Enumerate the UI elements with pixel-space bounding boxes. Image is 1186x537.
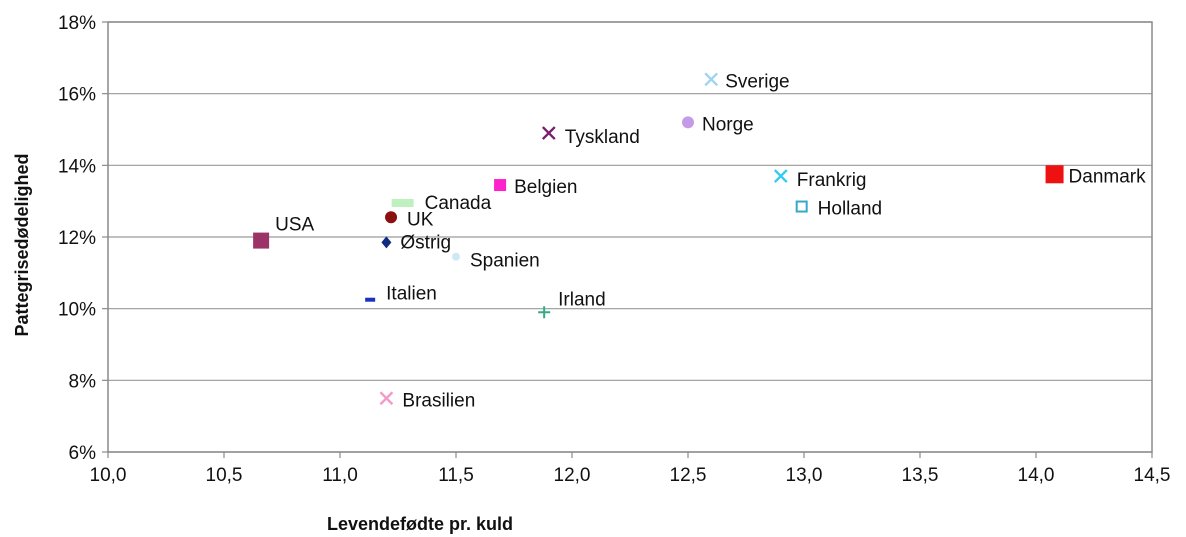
data-point: UK bbox=[385, 209, 434, 230]
point-marker bbox=[541, 126, 556, 140]
data-point: Holland bbox=[795, 199, 882, 220]
point-marker bbox=[365, 297, 376, 302]
y-tick-label: 14% bbox=[58, 156, 96, 177]
data-point: Sverige bbox=[704, 71, 790, 92]
y-axis-ticks: 6% 8% 10% 12% 14% 16% 18% bbox=[58, 13, 108, 464]
point-marker bbox=[1045, 165, 1064, 184]
point-marker bbox=[682, 116, 694, 129]
data-point: Tyskland bbox=[541, 126, 640, 148]
x-axis-ticks: 10,0 10,5 11,0 11,5 12,0 12,5 13,0 13,5 14,0 14,5 bbox=[90, 452, 1171, 486]
y-axis-title: Pattegrisedødelighed bbox=[12, 153, 32, 336]
point-marker bbox=[253, 232, 270, 249]
x-tick-label: 13,5 bbox=[902, 465, 939, 486]
point-label: Italien bbox=[386, 284, 437, 305]
x-tick-label: 12,0 bbox=[554, 465, 591, 486]
point-label: Belgien bbox=[514, 177, 577, 198]
data-point: Norge bbox=[682, 114, 754, 135]
data-point: Canada bbox=[391, 193, 492, 214]
point-marker bbox=[704, 72, 719, 87]
point-label: UK bbox=[407, 209, 434, 230]
data-point: Østrig bbox=[381, 232, 451, 253]
data-point: Brasilien bbox=[379, 390, 475, 411]
point-label: Spanien bbox=[470, 251, 540, 272]
data-point: USA bbox=[253, 215, 315, 249]
point-marker bbox=[773, 169, 788, 183]
point-marker bbox=[379, 391, 394, 406]
point-marker bbox=[385, 211, 398, 224]
x-tick-label: 13,0 bbox=[786, 465, 823, 486]
point-marker bbox=[538, 306, 551, 319]
point-marker bbox=[452, 252, 460, 261]
point-label: Tyskland bbox=[565, 127, 640, 148]
y-tick-label: 18% bbox=[58, 13, 96, 34]
x-tick-label: 10,0 bbox=[90, 465, 127, 486]
point-label: Frankrig bbox=[797, 170, 867, 191]
x-tick-label: 11,5 bbox=[438, 465, 474, 486]
point-label: Holland bbox=[818, 199, 882, 220]
point-marker bbox=[795, 200, 808, 213]
point-marker bbox=[381, 236, 392, 249]
y-tick-label: 12% bbox=[58, 228, 96, 249]
point-label: Sverige bbox=[725, 71, 789, 92]
point-marker bbox=[391, 198, 414, 207]
x-tick-label: 11,0 bbox=[322, 465, 358, 486]
y-tick-label: 8% bbox=[69, 371, 97, 392]
data-points: Sverige Norge Tyskland Frankrig Danmark Belgi… bbox=[253, 71, 1146, 411]
x-tick-label: 12,5 bbox=[670, 465, 707, 486]
x-tick-label: 14,5 bbox=[1134, 465, 1171, 486]
data-point: Frankrig bbox=[773, 169, 867, 191]
data-point: Belgien bbox=[494, 177, 577, 198]
point-label: Canada bbox=[425, 193, 492, 214]
data-point: Irland bbox=[538, 289, 606, 319]
data-point: Danmark bbox=[1045, 165, 1147, 187]
point-label: Norge bbox=[702, 114, 754, 135]
x-axis-title: Levendefødte pr. kuld bbox=[327, 514, 513, 534]
point-label: USA bbox=[275, 215, 314, 236]
y-tick-label: 16% bbox=[58, 85, 96, 106]
point-label: Danmark bbox=[1069, 166, 1147, 187]
x-tick-label: 14,0 bbox=[1018, 465, 1055, 486]
data-point: Spanien bbox=[452, 251, 540, 272]
point-marker bbox=[494, 179, 507, 192]
point-label: Brasilien bbox=[402, 390, 475, 411]
x-tick-label: 10,5 bbox=[206, 465, 243, 486]
point-label: Irland bbox=[558, 289, 606, 310]
point-label: Østrig bbox=[400, 232, 451, 253]
y-tick-label: 10% bbox=[58, 300, 96, 321]
data-point: Italien bbox=[365, 284, 437, 305]
y-tick-label: 6% bbox=[69, 443, 97, 464]
